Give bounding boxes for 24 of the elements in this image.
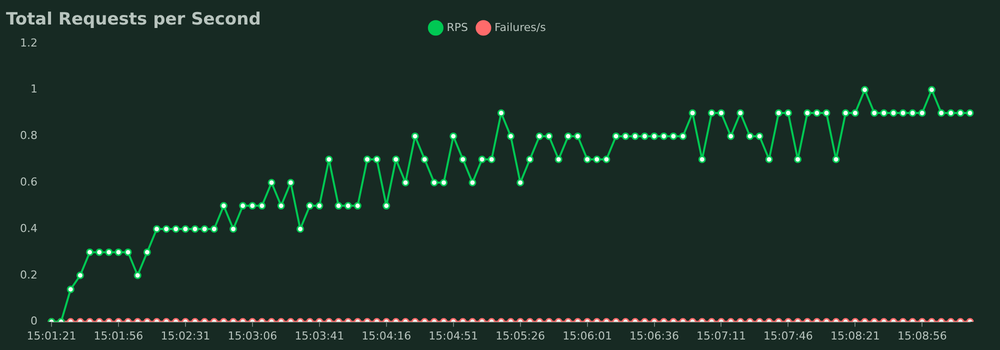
x-tick-label: 15:04:51 (428, 329, 478, 342)
y-tick-label: 1.2 (20, 36, 38, 50)
legend-label: RPS (446, 20, 468, 34)
x-tick-label: 15:02:31 (160, 329, 210, 342)
legend-label: Failures/s (494, 20, 546, 34)
x-tick-label: 15:04:16 (362, 329, 412, 342)
y-tick-label: 0.4 (20, 222, 38, 235)
y-tick-label: 0.8 (20, 129, 38, 142)
x-tick-label: 15:06:36 (630, 329, 679, 342)
x-tick-label: 15:07:46 (764, 329, 813, 342)
y-tick-label: 1 (30, 82, 38, 96)
x-tick-label: 15:06:01 (562, 329, 612, 342)
x-tick-label: 15:08:21 (830, 329, 880, 342)
x-tick-label: 15:03:41 (294, 329, 344, 342)
x-tick-label: 15:08:56 (897, 329, 947, 342)
x-tick-label: 15:01:21 (26, 329, 76, 342)
x-tick-label: 15:03:06 (228, 329, 278, 342)
y-tick-label: 0.2 (20, 268, 38, 282)
y-tick-label: 0 (30, 314, 38, 328)
x-tick-label: 15:01:56 (94, 329, 144, 342)
x-tick-label: 15:07:11 (696, 329, 746, 342)
x-tick-label: 15:05:26 (496, 329, 546, 342)
y-tick-label: 0.6 (20, 175, 38, 188)
chart-title: Total Requests per Second (6, 10, 261, 30)
